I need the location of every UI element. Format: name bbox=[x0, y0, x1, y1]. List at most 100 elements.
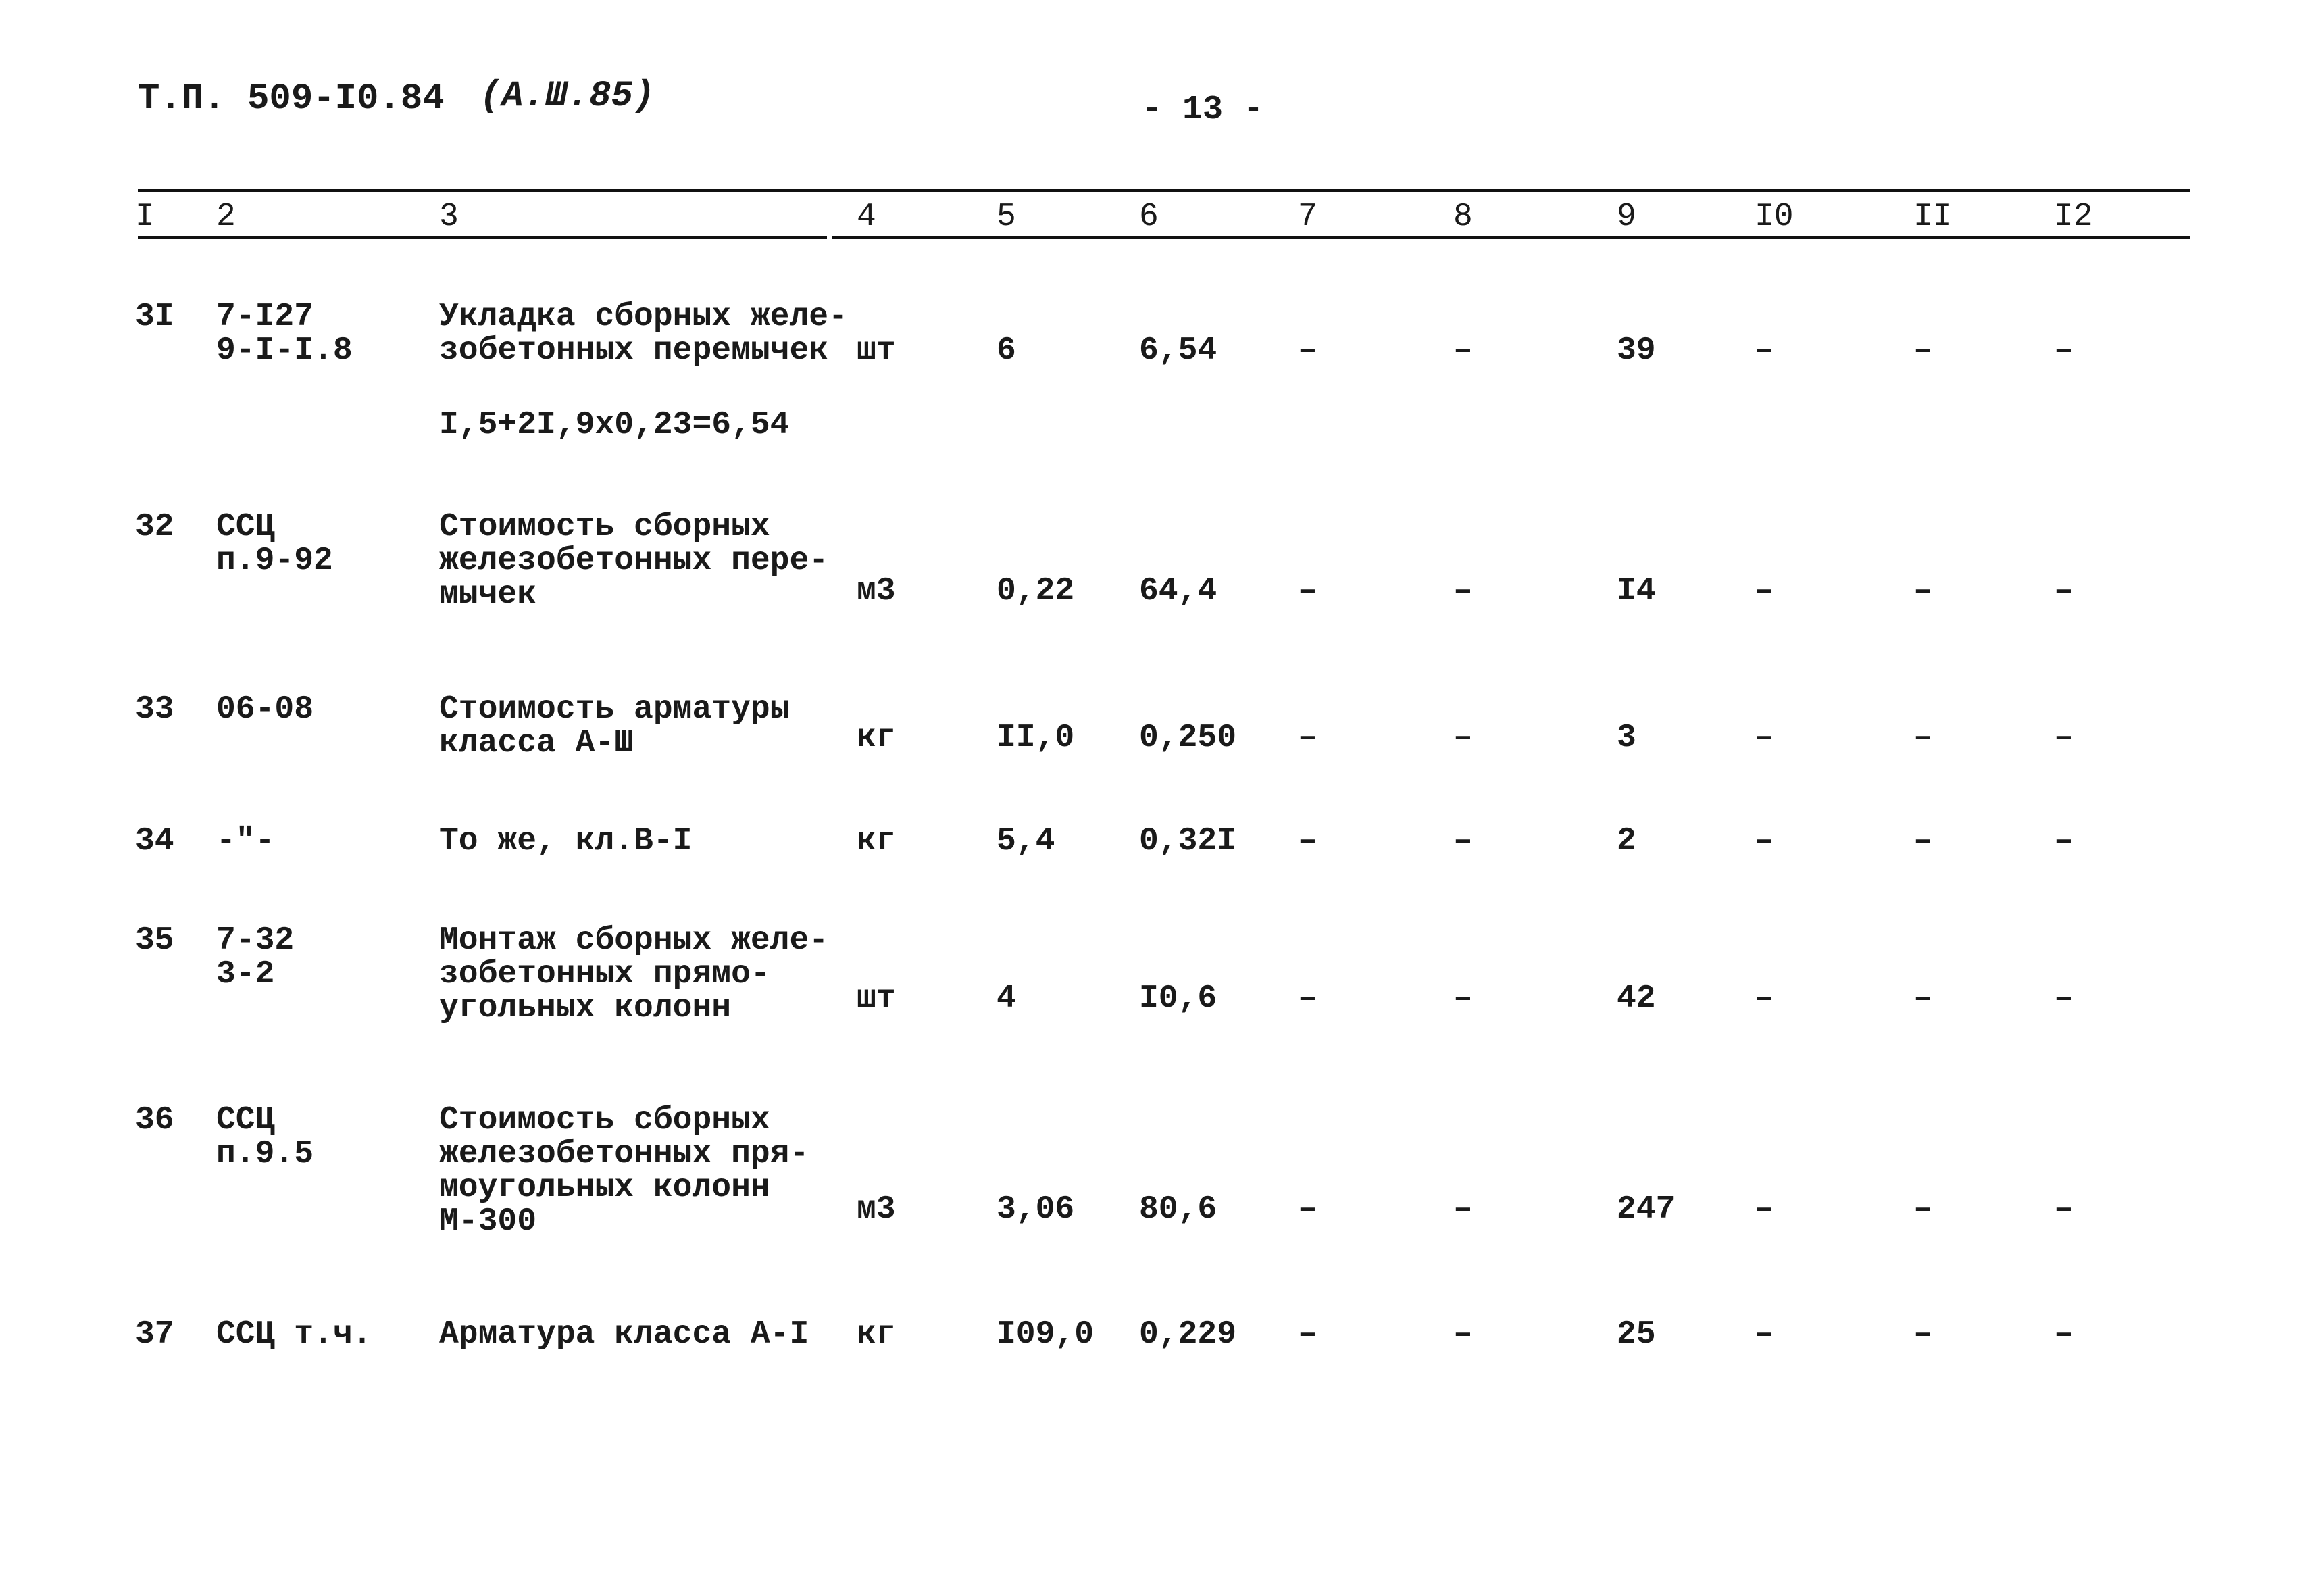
unit: шт bbox=[857, 332, 896, 369]
cell-col8: – bbox=[1453, 1316, 1473, 1353]
cell-col12: – bbox=[2054, 573, 2073, 609]
cell-col12: – bbox=[2054, 980, 2073, 1017]
cell-col6: 64,4 bbox=[1139, 573, 1217, 609]
cell-col6: 0,229 bbox=[1139, 1316, 1237, 1353]
cell-col5: 6 bbox=[997, 332, 1016, 369]
column-header: 5 bbox=[997, 199, 1016, 235]
work-description: Укладка сборных желе- зобетонных перемыч… bbox=[439, 299, 848, 369]
cell-col11: – bbox=[1913, 823, 1933, 859]
cell-col7: – bbox=[1298, 573, 1317, 609]
column-header: 3 bbox=[439, 199, 459, 235]
unit: кг bbox=[857, 720, 896, 756]
cell-col9: I4 bbox=[1617, 573, 1656, 609]
work-description: Монтаж сборных желе- зобетонных прямо- у… bbox=[439, 922, 829, 1026]
rate-code: ССЦ п.9.5 bbox=[216, 1102, 314, 1172]
document-code: Т.П. 509-I0.84 bbox=[138, 78, 445, 120]
table-top-rule bbox=[138, 189, 2190, 192]
header-bottom-rule-right bbox=[832, 236, 2190, 239]
cell-col8: – bbox=[1453, 573, 1473, 609]
cell-col12: – bbox=[2054, 332, 2073, 369]
cell-col6: 0,32I bbox=[1139, 823, 1237, 859]
column-header: 2 bbox=[216, 199, 236, 235]
cell-col12: – bbox=[2054, 823, 2073, 859]
cell-col11: – bbox=[1913, 1316, 1933, 1353]
column-header: II bbox=[1913, 199, 1953, 235]
column-header: I0 bbox=[1755, 199, 1794, 235]
unit: м3 bbox=[857, 1191, 896, 1228]
cell-col9: 39 bbox=[1617, 332, 1656, 369]
cell-col9: 2 bbox=[1617, 823, 1636, 859]
cell-col6: I0,6 bbox=[1139, 980, 1217, 1017]
rate-code: ССЦ п.9-92 bbox=[216, 509, 333, 579]
unit: кг bbox=[857, 823, 896, 859]
cell-col5: 5,4 bbox=[997, 823, 1055, 859]
rate-code: 06-08 bbox=[216, 691, 314, 728]
column-header: 7 bbox=[1298, 199, 1317, 235]
cell-col6: 0,250 bbox=[1139, 720, 1237, 756]
header-bottom-rule-left bbox=[138, 236, 827, 239]
cell-col11: – bbox=[1913, 720, 1933, 756]
cell-col11: – bbox=[1913, 980, 1933, 1017]
rate-code: -"- bbox=[216, 823, 275, 859]
cell-col7: – bbox=[1298, 1191, 1317, 1228]
cell-col10: – bbox=[1755, 332, 1774, 369]
cell-col9: 3 bbox=[1617, 720, 1636, 756]
row-number: 37 bbox=[135, 1316, 174, 1353]
cell-col8: – bbox=[1453, 980, 1473, 1017]
unit: кг bbox=[857, 1316, 896, 1353]
cell-col10: – bbox=[1755, 1316, 1774, 1353]
work-description: Стоимость сборных железобетонных пря- мо… bbox=[439, 1102, 809, 1240]
cell-col9: 25 bbox=[1617, 1316, 1656, 1353]
rate-code: ССЦ т.ч. bbox=[216, 1316, 372, 1353]
cell-col8: – bbox=[1453, 1191, 1473, 1228]
cell-col10: – bbox=[1755, 720, 1774, 756]
cell-col6: 6,54 bbox=[1139, 332, 1217, 369]
column-header: I bbox=[135, 199, 155, 235]
cell-col5: 0,22 bbox=[997, 573, 1075, 609]
cell-col11: – bbox=[1913, 1191, 1933, 1228]
cell-col5: I09,0 bbox=[997, 1316, 1095, 1353]
column-header: 6 bbox=[1139, 199, 1159, 235]
cell-col10: – bbox=[1755, 980, 1774, 1017]
row-number: 32 bbox=[135, 509, 174, 545]
unit: м3 bbox=[857, 573, 896, 609]
cell-col7: – bbox=[1298, 1316, 1317, 1353]
cell-col12: – bbox=[2054, 720, 2073, 756]
cell-col10: – bbox=[1755, 573, 1774, 609]
cell-col12: – bbox=[2054, 1316, 2073, 1353]
cell-col9: 42 bbox=[1617, 980, 1656, 1017]
cell-col11: – bbox=[1913, 573, 1933, 609]
row-number: 35 bbox=[135, 922, 174, 959]
work-description: Стоимость арматуры класса А-Ш bbox=[439, 691, 790, 762]
cell-col7: – bbox=[1298, 332, 1317, 369]
cell-col8: – bbox=[1453, 720, 1473, 756]
page-number: - 13 - bbox=[1142, 91, 1264, 129]
cell-col11: – bbox=[1913, 332, 1933, 369]
work-description: Стоимость сборных железобетонных пере- м… bbox=[439, 509, 829, 613]
rate-code: 7-I27 9-I-I.8 bbox=[216, 299, 353, 369]
cell-col5: II,0 bbox=[997, 720, 1075, 756]
column-header: 8 bbox=[1453, 199, 1473, 235]
row-number: 33 bbox=[135, 691, 174, 728]
column-header: 9 bbox=[1617, 199, 1636, 235]
row-number: 34 bbox=[135, 823, 174, 859]
row-number: 3I bbox=[135, 299, 174, 335]
cell-col5: 4 bbox=[997, 980, 1016, 1017]
cell-col10: – bbox=[1755, 1191, 1774, 1228]
calculation-note: I,5+2I,9x0,23=6,54 bbox=[439, 407, 790, 443]
cell-col7: – bbox=[1298, 823, 1317, 859]
cell-col6: 80,6 bbox=[1139, 1191, 1217, 1228]
cell-col12: – bbox=[2054, 1191, 2073, 1228]
revision-note: (А.Ш.85) bbox=[480, 76, 655, 117]
cell-col8: – bbox=[1453, 332, 1473, 369]
cell-col8: – bbox=[1453, 823, 1473, 859]
cell-col5: 3,06 bbox=[997, 1191, 1075, 1228]
column-header: I2 bbox=[2054, 199, 2093, 235]
row-number: 36 bbox=[135, 1102, 174, 1139]
cell-col10: – bbox=[1755, 823, 1774, 859]
work-description: То же, кл.В-I bbox=[439, 823, 693, 859]
column-header: 4 bbox=[857, 199, 876, 235]
cell-col7: – bbox=[1298, 720, 1317, 756]
unit: шт bbox=[857, 980, 896, 1017]
cell-col9: 247 bbox=[1617, 1191, 1676, 1228]
